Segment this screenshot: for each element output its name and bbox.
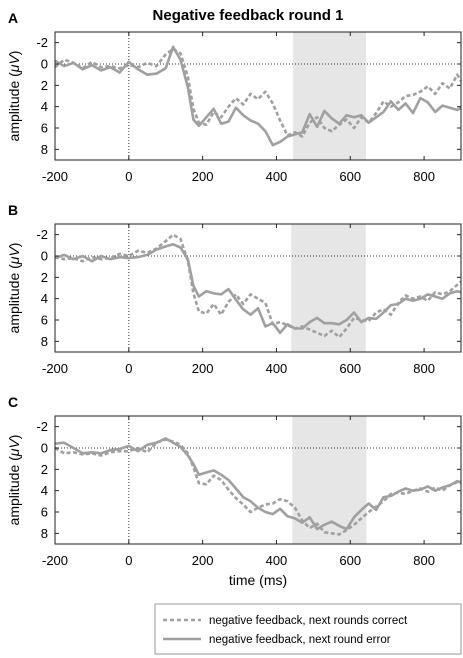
plot-frame — [54, 31, 462, 161]
legend-label-error: negative feedback, next round error — [209, 634, 391, 646]
y-tick-label: 2 — [41, 78, 48, 93]
y-axis-label: amplitude (μV) — [6, 51, 22, 142]
series-next-correct-line — [54, 47, 463, 138]
x-tick-label: 800 — [413, 361, 435, 376]
x-tick-label: 200 — [192, 169, 214, 184]
x-tick-label: 200 — [192, 553, 214, 568]
y-tick-label: -2 — [36, 419, 48, 434]
plot-frame — [54, 415, 462, 545]
legend-label-correct: negative feedback, next rounds correct — [209, 615, 408, 627]
y-tick-label: 0 — [41, 57, 48, 72]
series-next-correct-line — [54, 233, 462, 339]
x-tick-label: 400 — [266, 169, 288, 184]
legend-box — [154, 603, 462, 655]
y-tick-label: 8 — [41, 142, 48, 157]
y-tick-label: -2 — [36, 227, 48, 242]
legend: negative feedback, next rounds correct n… — [154, 603, 462, 655]
x-tick-label: -200 — [42, 553, 68, 568]
y-tick-label: 6 — [41, 121, 48, 136]
x-tick-label: 600 — [339, 169, 361, 184]
y-tick-label: 8 — [41, 526, 48, 541]
y-tick-label: 0 — [41, 441, 48, 456]
x-tick-label: 0 — [125, 169, 132, 184]
series-next-error-line — [54, 45, 462, 147]
y-tick-label: 6 — [41, 505, 48, 520]
x-tick-label: 400 — [266, 553, 288, 568]
panel-label: B — [8, 202, 18, 218]
series-next-error-line — [54, 243, 462, 335]
y-tick-label: 4 — [41, 291, 48, 306]
y-tick-label: 0 — [41, 249, 48, 264]
series-next-correct-line — [54, 438, 462, 536]
x-tick-label: 400 — [266, 361, 288, 376]
x-tick-label: 200 — [192, 361, 214, 376]
shaded-interval — [291, 224, 366, 352]
x-tick-label: 600 — [339, 553, 361, 568]
figure-title: Negative feedback round 1 — [153, 7, 344, 24]
shaded-interval — [293, 32, 367, 160]
y-tick-label: 8 — [41, 334, 48, 349]
x-tick-label: 600 — [339, 361, 361, 376]
x-tick-label: -200 — [42, 169, 68, 184]
series-next-error-line — [54, 437, 462, 531]
y-tick-label: 2 — [41, 270, 48, 285]
panel-label: A — [8, 10, 18, 26]
x-axis-label: time (ms) — [229, 572, 287, 588]
x-tick-label: 800 — [413, 553, 435, 568]
x-tick-label: -200 — [42, 361, 68, 376]
x-tick-label: 0 — [125, 553, 132, 568]
plot-frame — [54, 223, 462, 353]
y-tick-label: 4 — [41, 483, 48, 498]
y-tick-label: 2 — [41, 462, 48, 477]
x-tick-label: 0 — [125, 361, 132, 376]
y-tick-label: -2 — [36, 35, 48, 50]
x-tick-label: 800 — [413, 169, 435, 184]
y-axis-label: amplitude (μV) — [6, 243, 22, 334]
y-axis-label: amplitude (μV) — [6, 435, 22, 526]
y-tick-label: 4 — [41, 99, 48, 114]
panel-label: C — [8, 394, 18, 410]
y-tick-label: 6 — [41, 313, 48, 328]
